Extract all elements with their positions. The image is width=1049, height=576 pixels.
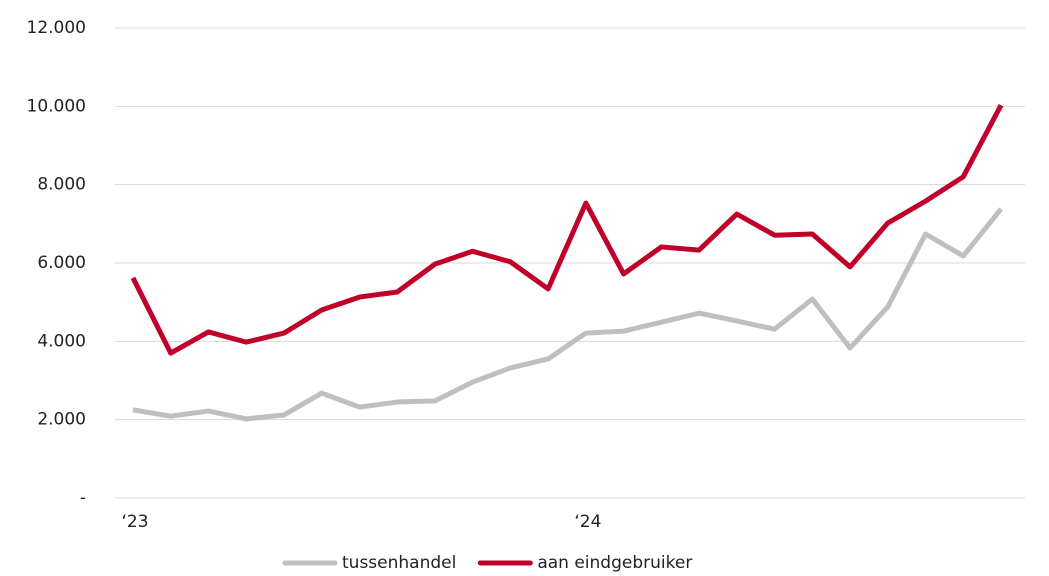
legend-label: tussenhandel — [342, 553, 456, 573]
y-tick-label: 12.000 — [27, 18, 86, 38]
x-tick-label: ‘24 — [574, 512, 601, 532]
legend-label: aan eindgebruiker — [537, 553, 692, 573]
series-line — [130, 103, 1004, 356]
x-tick-label: ‘23 — [121, 512, 148, 532]
y-tick-label: - — [80, 488, 86, 508]
y-tick-label: 10.000 — [27, 96, 86, 116]
y-tick-label: 2.000 — [37, 410, 86, 430]
series-line — [132, 207, 1003, 422]
y-tick-label: 6.000 — [37, 253, 86, 273]
y-tick-label: 8.000 — [37, 175, 86, 195]
y-tick-label: 4.000 — [37, 331, 86, 351]
